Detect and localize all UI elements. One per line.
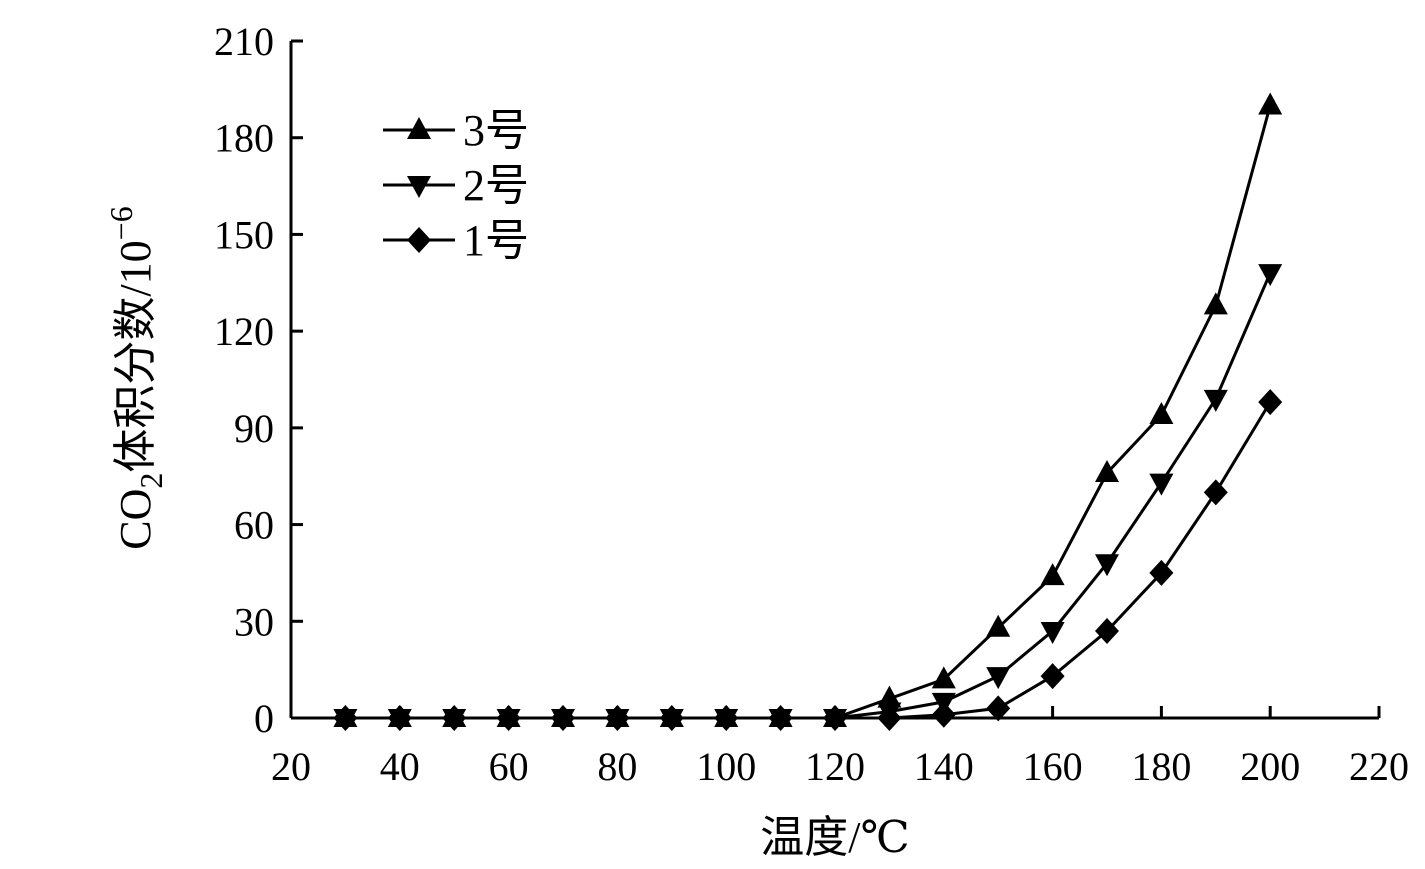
- x-tick-label: 180: [1131, 744, 1191, 789]
- series-diamond: [333, 389, 1283, 731]
- data-point: [1203, 479, 1228, 506]
- data-point: [1095, 617, 1119, 644]
- y-tick-label: 90: [234, 406, 274, 451]
- data-point: [659, 705, 684, 731]
- y-tick-label: 180: [214, 116, 274, 161]
- data-point: [1040, 663, 1065, 690]
- x-tick-label: 20: [271, 744, 311, 789]
- data-point: [551, 705, 575, 731]
- data-point: [1258, 92, 1283, 115]
- y-axis-title-prefix: CO: [111, 489, 160, 550]
- data-point: [496, 705, 521, 731]
- data-point: [986, 695, 1011, 722]
- data-point: [986, 614, 1011, 637]
- x-tick-label: 160: [1023, 744, 1083, 789]
- data-point: [333, 705, 358, 731]
- data-point: [986, 667, 1011, 690]
- legend-label: 3号: [463, 106, 529, 155]
- data-point: [1203, 292, 1228, 315]
- legend-marker: [407, 176, 431, 198]
- x-tick-label: 60: [489, 744, 529, 789]
- data-point: [605, 705, 630, 731]
- series-line: [345, 272, 1272, 720]
- data-point: [714, 705, 739, 731]
- data-point: [931, 701, 956, 728]
- data-point: [823, 705, 847, 731]
- legend: 3号 2号 1号: [383, 106, 529, 265]
- data-point: [1149, 559, 1174, 586]
- data-point: [1149, 401, 1174, 424]
- y-axis-title-superscript: −6: [103, 206, 139, 240]
- data-point: [877, 705, 902, 731]
- y-tick-label: 0: [254, 696, 274, 741]
- y-axis-title-main: 体积分数/10: [111, 240, 160, 472]
- y-tick-label: 60: [234, 503, 274, 548]
- data-point: [1095, 554, 1119, 577]
- series-line: [345, 401, 1272, 720]
- y-axis-title-subscript: 2: [133, 473, 169, 489]
- legend-marker: [407, 227, 431, 253]
- x-tick-label: 140: [914, 744, 974, 789]
- data-point: [387, 705, 412, 731]
- legend-marker: [407, 117, 431, 139]
- data-point: [1203, 389, 1228, 412]
- y-axis-title: CO2体积分数/10−6: [103, 206, 169, 549]
- series-triangle-down: [333, 264, 1283, 731]
- y-tick-label: 150: [214, 212, 274, 257]
- legend-label: 2号: [463, 161, 529, 210]
- x-tick-label: 100: [696, 744, 756, 789]
- data-point: [768, 705, 793, 731]
- x-tick-label: 40: [380, 744, 420, 789]
- x-tick-label: 220: [1349, 744, 1409, 789]
- data-point: [1040, 621, 1065, 644]
- axes: 20 40 60 80 100 120 140 160 180 200 220 0 30 60 90 120 1…: [214, 19, 1409, 789]
- data-point: [931, 666, 956, 689]
- data-point: [1258, 389, 1283, 416]
- data-point: [1149, 473, 1174, 496]
- y-tick-label: 120: [214, 309, 274, 354]
- y-tick-label: 210: [214, 19, 274, 64]
- series-layer: [333, 92, 1283, 731]
- data-point: [1095, 459, 1119, 482]
- x-tick-label: 200: [1240, 744, 1300, 789]
- data-point: [442, 705, 467, 731]
- data-point: [877, 685, 902, 708]
- y-tick-label: 30: [234, 599, 274, 644]
- data-point: [1040, 563, 1065, 586]
- x-tick-label: 120: [805, 744, 865, 789]
- x-tick-label: 80: [597, 744, 637, 789]
- x-axis-title: 温度/℃: [760, 813, 909, 862]
- legend-label: 1号: [463, 216, 529, 265]
- data-point: [1258, 264, 1283, 287]
